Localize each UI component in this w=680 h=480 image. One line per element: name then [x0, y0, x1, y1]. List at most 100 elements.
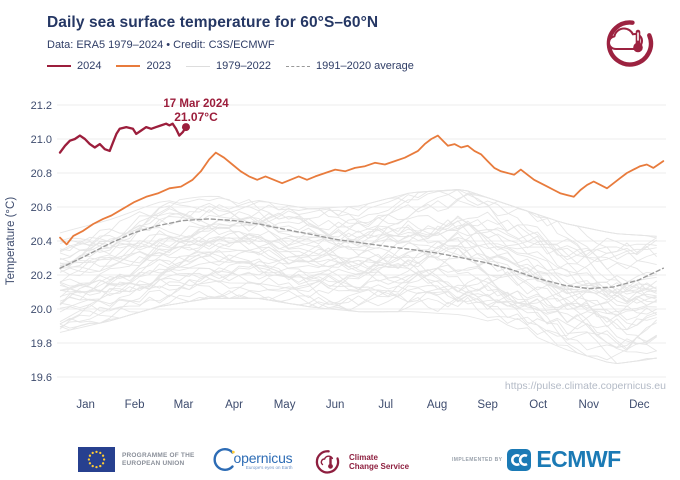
eu-star: [91, 464, 94, 468]
footer: PROGRAMME OF THE EUROPEAN UNION opernicu…: [0, 443, 680, 479]
background-year-line: [59, 241, 657, 307]
eu-star: [101, 454, 105, 457]
x-tick-label-Jan: Jan: [76, 399, 95, 411]
latest-value-dot: [181, 123, 190, 132]
x-tick-label-Aug: Aug: [427, 399, 447, 411]
chart-layers: 19.6 19.8 20.0 20.2 20.4 20.6 20.8 21.0 21.2 Jan F…: [31, 100, 666, 411]
background-year-line: [59, 240, 657, 309]
legend-item-2024: 2024: [47, 60, 101, 72]
y-tick-label: 21.0: [31, 134, 52, 146]
eu-star: [101, 462, 105, 465]
legend-label: 2023: [146, 60, 171, 72]
x-tick-label-Apr: Apr: [225, 399, 243, 411]
background-year-line: [59, 279, 657, 365]
y-tick-label: 20.8: [31, 168, 52, 180]
background-year-line: [59, 264, 657, 345]
legend-item-2023: 2023: [116, 60, 171, 72]
ecmwf-logo-icon: [507, 448, 532, 471]
eu-star: [102, 458, 106, 461]
background-year-line: [59, 189, 657, 264]
x-tick-label-Jun: Jun: [326, 399, 345, 411]
x-tick-label-Dec: Dec: [629, 399, 650, 411]
eu-star: [95, 450, 98, 454]
background-year-line: [59, 190, 657, 242]
footer-c3s: Climate Change Service: [313, 447, 409, 477]
x-tick-label-May: May: [274, 399, 296, 411]
y-tick-label: 20.6: [31, 202, 52, 214]
background-year-line: [59, 263, 657, 337]
eu-star: [99, 451, 102, 455]
legend-label: 1979–2022: [215, 60, 272, 72]
background-year-line: [59, 267, 657, 365]
eu-star: [91, 451, 94, 455]
background-year-line: [59, 290, 658, 350]
eu-star: [88, 454, 92, 457]
background-year-line: [59, 246, 657, 323]
background-year-line: [59, 216, 657, 303]
legend-label: 2024: [77, 60, 102, 72]
background-year-line: [59, 229, 657, 294]
background-year-line: [59, 220, 657, 291]
background-year-line: [59, 217, 657, 313]
legend-swatch: [47, 65, 71, 67]
background-year-line: [59, 244, 657, 305]
eu-star: [95, 465, 98, 469]
page-title: Daily sea surface temperature for 60°S–6…: [47, 14, 379, 31]
x-tick-label-Mar: Mar: [174, 399, 194, 411]
y-tick-label: 20.4: [31, 236, 52, 248]
y-tick-label: 21.2: [31, 100, 52, 112]
series-line-2023: [59, 134, 665, 246]
y-tick-label: 19.8: [31, 338, 52, 350]
footer-eu-copernicus: PROGRAMME OF THE EUROPEAN UNION opernicu…: [78, 446, 293, 473]
climate-change-service-icon: [315, 450, 340, 474]
x-tick-label-Nov: Nov: [579, 399, 600, 411]
background-year-line: [59, 224, 657, 309]
annotation-value: 21.07°C: [174, 110, 218, 124]
background-year-line: [59, 222, 657, 302]
y-tick-label: 20.0: [31, 304, 52, 316]
c3s-label: Climate Change Service: [349, 452, 410, 472]
y-tick-label: 19.6: [31, 372, 52, 384]
legend-swatch: [286, 65, 311, 67]
copernicus-c-icon: [213, 448, 235, 471]
x-tick-label-Oct: Oct: [529, 399, 548, 411]
eu-star: [87, 458, 91, 461]
legend-item-1991-2020-average: 1991–2020 average: [286, 60, 414, 72]
chart-subtitle: Data: ERA5 1979–2024 • Credit: C3S/ECMWF: [47, 39, 275, 51]
background-year-line: [59, 285, 657, 361]
eu-star: [88, 462, 92, 465]
footer-ecmwf: IMPLEMENTED BY ECMWF: [452, 446, 621, 473]
x-tick-label-Feb: Feb: [125, 399, 145, 411]
background-year-line: [59, 211, 658, 273]
chart-header: Daily sea surface temperature for 60°S–6…: [47, 14, 587, 72]
chart-legend: 2024 2023 1979–2022 1991–2020 average: [47, 60, 587, 72]
implemented-by-label: IMPLEMENTED BY: [452, 456, 503, 463]
series-line-2024: [58, 122, 188, 154]
copernicus-wordmark: opernicus: [233, 449, 293, 466]
background-year-line: [59, 269, 657, 351]
watermark-url: https://pulse.climate.copernicus.eu: [505, 380, 666, 392]
background-year-line: [59, 236, 657, 317]
background-year-line: [59, 220, 657, 293]
ecmwf-wordmark: ECMWF: [536, 446, 621, 472]
series-line-1991-2020-average: [59, 218, 664, 290]
background-year-line: [59, 243, 657, 298]
background-year-line: [59, 189, 657, 261]
annotation-date: 17 Mar 2024: [163, 98, 229, 110]
legend-swatch: [185, 65, 210, 67]
legend-item-1979-2022: 1979–2022: [185, 60, 272, 72]
x-tick-label-Sep: Sep: [477, 399, 497, 411]
climate-pulse-logo-icon: [606, 20, 654, 67]
background-year-line: [59, 278, 657, 355]
copernicus-logo: opernicus Europe's eyes on Earth: [211, 446, 293, 473]
background-year-line: [59, 236, 657, 321]
eu-programme-label: PROGRAMME OF THE EUROPEAN UNION: [122, 451, 195, 467]
background-year-line: [59, 208, 657, 263]
background-year-line: [59, 212, 657, 270]
eu-flag-icon: [78, 447, 115, 472]
legend-swatch: [116, 65, 141, 67]
y-tick-label: 20.2: [31, 270, 52, 282]
eu-star: [99, 464, 102, 468]
background-year-line: [59, 263, 657, 305]
